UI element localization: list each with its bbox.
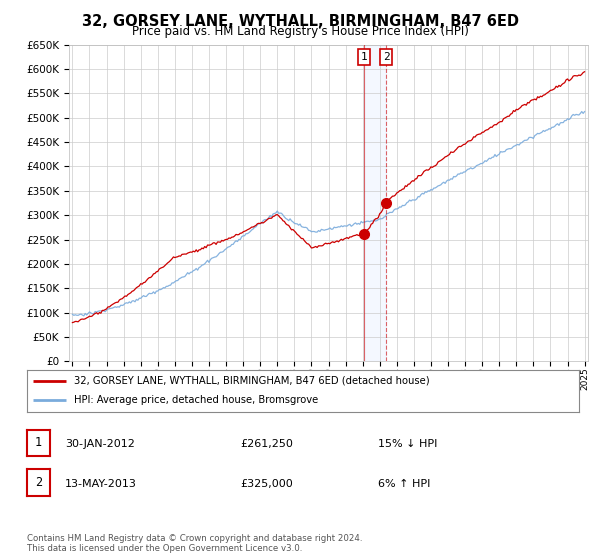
Text: 32, GORSEY LANE, WYTHALL, BIRMINGHAM, B47 6ED: 32, GORSEY LANE, WYTHALL, BIRMINGHAM, B4…	[82, 14, 518, 29]
Text: HPI: Average price, detached house, Bromsgrove: HPI: Average price, detached house, Brom…	[74, 395, 318, 405]
Text: £261,250: £261,250	[240, 439, 293, 449]
Text: 1: 1	[361, 52, 367, 62]
Text: 15% ↓ HPI: 15% ↓ HPI	[378, 439, 437, 449]
Text: Price paid vs. HM Land Registry's House Price Index (HPI): Price paid vs. HM Land Registry's House …	[131, 25, 469, 38]
Text: Contains HM Land Registry data © Crown copyright and database right 2024.
This d: Contains HM Land Registry data © Crown c…	[27, 534, 362, 553]
Text: 30-JAN-2012: 30-JAN-2012	[65, 439, 134, 449]
Bar	[364, 45, 386, 361]
Text: 2: 2	[35, 475, 42, 489]
Text: 32, GORSEY LANE, WYTHALL, BIRMINGHAM, B47 6ED (detached house): 32, GORSEY LANE, WYTHALL, BIRMINGHAM, B4…	[74, 376, 430, 386]
Text: 1: 1	[35, 436, 42, 450]
Text: £325,000: £325,000	[240, 478, 293, 488]
Text: 13-MAY-2013: 13-MAY-2013	[65, 478, 137, 488]
Text: 2: 2	[383, 52, 389, 62]
Text: 6% ↑ HPI: 6% ↑ HPI	[378, 478, 430, 488]
